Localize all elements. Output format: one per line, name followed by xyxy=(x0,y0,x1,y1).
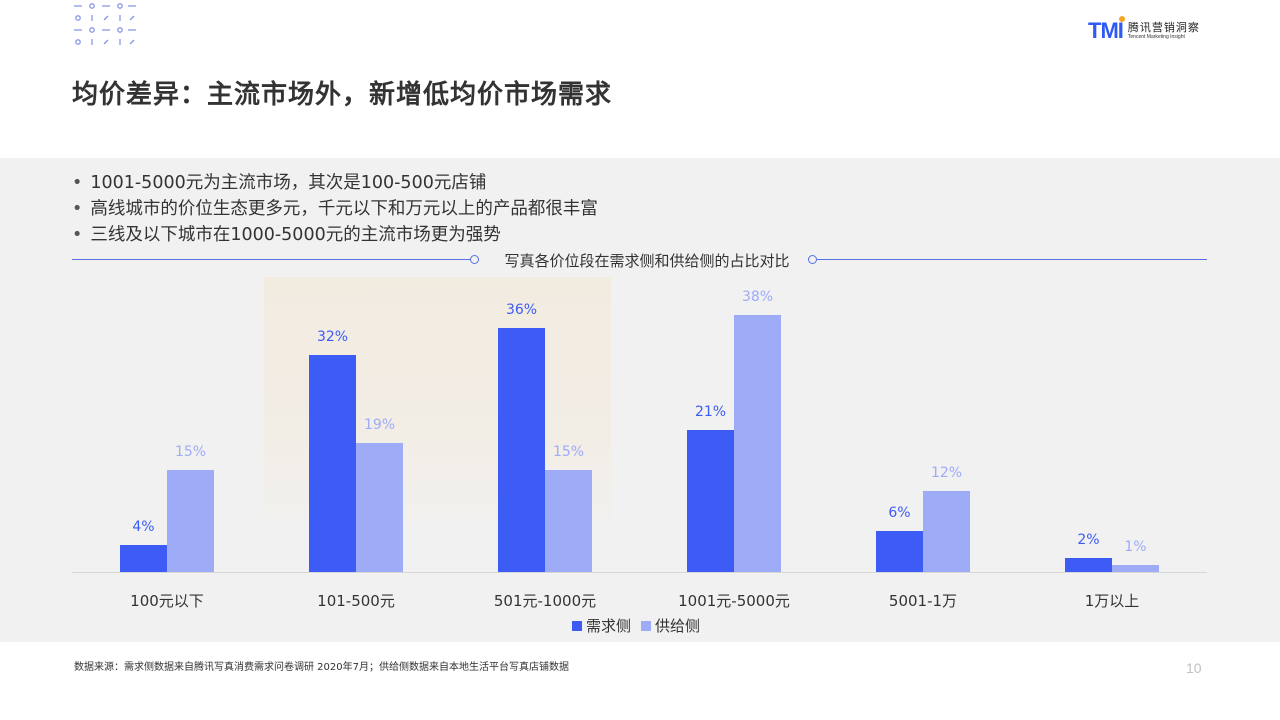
bar-supply xyxy=(734,314,781,572)
bar-value-label: 38% xyxy=(741,288,774,305)
divider-circle-left-icon xyxy=(470,255,479,264)
decorative-pattern-icon xyxy=(74,3,136,45)
finding-item: 高线城市的价位生态更多元，千元以下和万元以上的产品都很丰富 xyxy=(72,196,598,222)
divider-circle-right-icon xyxy=(808,255,817,264)
bar-supply xyxy=(167,470,214,572)
legend-swatch-supply-icon xyxy=(641,620,652,631)
page-title: 均价差异：主流市场外，新增低均价市场需求 xyxy=(72,80,613,110)
bar-demand xyxy=(120,544,167,572)
bar-value-label: 2% xyxy=(1077,532,1100,549)
bar-supply xyxy=(356,443,403,572)
category-label: 100元以下 xyxy=(130,592,204,610)
bar-supply xyxy=(1112,565,1159,572)
bar-value-label: 6% xyxy=(888,505,911,522)
page-number: 10 xyxy=(1186,660,1202,676)
legend-item-demand: 需求侧 xyxy=(572,615,631,636)
category-label: 1001元-5000元 xyxy=(678,592,790,610)
bar-demand xyxy=(876,531,923,572)
legend-swatch-demand-icon xyxy=(572,620,582,631)
bar-value-label: 4% xyxy=(132,518,155,535)
legend-item-supply: 供给侧 xyxy=(641,615,700,636)
bar-value-label: 12% xyxy=(930,464,963,481)
divider-line-left xyxy=(72,259,472,260)
key-findings-list: 1001-5000元为主流市场，其次是100-500元店铺 高线城市的价位生态更… xyxy=(72,170,598,248)
bar-value-label: 36% xyxy=(505,302,538,319)
category-label: 101-500元 xyxy=(317,592,395,610)
bar-value-label: 1% xyxy=(1124,539,1147,556)
tmi-logo: TMI 腾讯营销洞察 Tencent Marketing Insight xyxy=(1088,16,1200,43)
category-label: 5001-1万 xyxy=(888,592,958,610)
logo-mark: TMI xyxy=(1088,16,1125,43)
category-label: 1万以上 xyxy=(1084,592,1140,610)
data-source-note: 数据来源：需求侧数据来自腾讯写真消费需求问卷调研 2020年7月；供给侧数据来自… xyxy=(74,662,569,673)
bar-supply xyxy=(545,470,592,572)
bar-value-label: 21% xyxy=(694,403,727,420)
chart-legend: 需求侧 供给侧 xyxy=(572,615,710,636)
divider-line-right xyxy=(817,259,1207,260)
bar-value-label: 15% xyxy=(174,444,207,461)
bar-value-label: 19% xyxy=(363,417,396,434)
logo-chinese-text: 腾讯营销洞察 xyxy=(1127,21,1200,34)
x-axis-baseline xyxy=(72,572,1207,573)
bar-demand xyxy=(498,328,545,572)
finding-item: 三线及以下城市在1000-5000元的主流市场更为强势 xyxy=(72,222,598,248)
logo-dot-icon xyxy=(1118,16,1125,22)
bar-value-label: 32% xyxy=(316,329,349,346)
chart-title: 写真各价位段在需求侧和供给侧的占比对比 xyxy=(504,252,790,270)
bar-demand xyxy=(1065,558,1112,572)
logo-english-text: Tencent Marketing Insight xyxy=(1127,34,1185,40)
bar-demand xyxy=(687,429,734,572)
category-label: 501元-1000元 xyxy=(493,592,597,610)
finding-item: 1001-5000元为主流市场，其次是100-500元店铺 xyxy=(72,170,598,196)
chart-title-row: 写真各价位段在需求侧和供给侧的占比对比 xyxy=(72,250,1207,270)
bar-value-label: 15% xyxy=(552,444,585,461)
bar-demand xyxy=(309,355,356,572)
bar-supply xyxy=(923,490,970,572)
